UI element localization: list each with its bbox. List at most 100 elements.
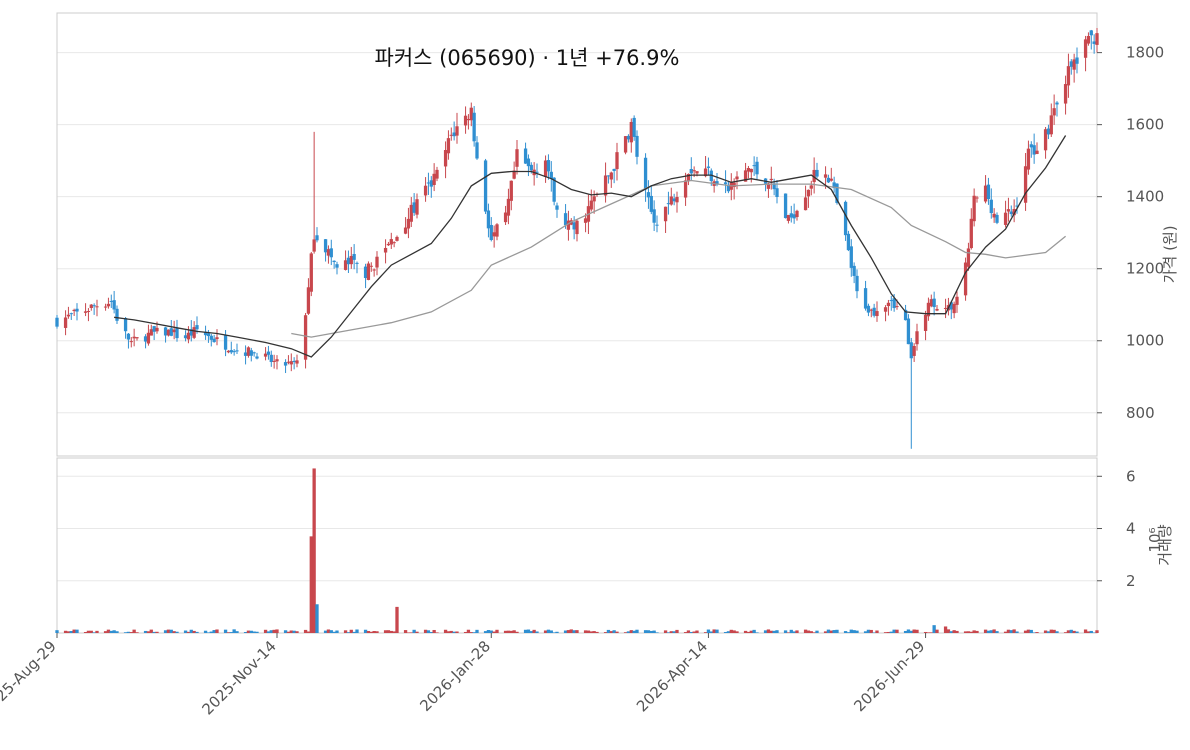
volume-bar	[675, 629, 679, 633]
candle-body	[572, 222, 576, 230]
volume-bar	[69, 631, 73, 633]
candle-body	[526, 158, 531, 167]
candle-body	[923, 314, 928, 331]
volume-bar	[266, 631, 271, 633]
candle-body	[329, 248, 333, 258]
candle-body	[315, 235, 319, 241]
volume-bar	[452, 631, 456, 633]
volume-bar	[703, 632, 708, 633]
volume-bar	[109, 630, 113, 633]
price-tick-label: 800	[1126, 404, 1155, 422]
volume-tick-label: 4	[1126, 520, 1136, 538]
volume-bar	[383, 630, 388, 633]
candle-body	[326, 249, 331, 256]
candle-body	[686, 173, 691, 182]
volume-bar	[243, 631, 248, 633]
volume-bar	[1023, 630, 1028, 633]
volume-bar	[1006, 629, 1011, 633]
candle-body	[163, 327, 168, 336]
candle-body	[286, 361, 291, 363]
volume-bar	[915, 629, 919, 633]
volume-bar	[843, 631, 848, 633]
volume-bar	[103, 631, 108, 633]
candle-body	[1095, 33, 1099, 45]
candle-body	[146, 332, 151, 344]
candle-body	[429, 180, 433, 187]
volume-bar	[346, 632, 351, 633]
volume-bar	[772, 630, 776, 633]
candle-body	[926, 302, 931, 317]
volume-bar	[1055, 631, 1059, 633]
candle-body	[649, 195, 653, 212]
volume-panel-frame	[56, 457, 1098, 634]
candle-body	[666, 203, 671, 205]
candle-body	[292, 360, 296, 363]
candle-body	[1012, 208, 1016, 216]
candle-body	[83, 311, 88, 313]
volume-bar	[252, 631, 256, 633]
candle-body	[809, 185, 813, 189]
candle-body	[869, 309, 873, 311]
candle-body	[843, 201, 848, 236]
volume-bar	[732, 630, 736, 633]
volume-bar	[329, 630, 333, 633]
volume-bar	[803, 629, 808, 633]
candle-body	[715, 181, 719, 185]
candle-body	[912, 345, 916, 356]
volume-bar	[1012, 629, 1016, 633]
candle-body	[563, 213, 568, 226]
volume-bar	[943, 626, 948, 633]
candle-body	[732, 182, 736, 188]
volume-bar	[172, 631, 176, 633]
volume-bar	[989, 630, 993, 633]
candle-body	[492, 232, 496, 237]
volume-bar	[163, 630, 168, 633]
candle-body	[1049, 115, 1053, 135]
volume-bar	[506, 630, 511, 633]
candle-body	[86, 310, 91, 312]
volume-bar	[775, 630, 779, 633]
volume-bar	[1075, 631, 1079, 633]
volume-bar	[369, 631, 373, 633]
volume-bar	[949, 631, 953, 633]
candle-body	[355, 262, 359, 264]
candle-body	[109, 300, 113, 302]
candle-body	[832, 182, 836, 189]
volume-bar	[975, 630, 979, 633]
x-tick-label: 2025-Nov-14	[199, 637, 280, 718]
candle-body	[183, 335, 188, 339]
volume-bar	[246, 630, 251, 633]
volume-bar	[655, 632, 659, 633]
candle-body	[783, 193, 788, 219]
volume-bar	[769, 630, 773, 633]
volume-bar	[689, 631, 693, 633]
volume-bar	[1009, 630, 1013, 633]
x-tick-label: 2025-Aug-29	[0, 637, 60, 718]
candle-body	[603, 175, 608, 196]
volume-bar	[926, 632, 931, 633]
candle-body	[155, 327, 159, 332]
candle-body	[952, 303, 956, 314]
volume-bar	[692, 631, 696, 633]
candle-body	[535, 171, 539, 173]
volume-bar	[446, 631, 451, 633]
candle-body	[406, 218, 411, 229]
volume-bar	[1069, 629, 1073, 633]
volume-bar	[672, 631, 676, 633]
volume-bar	[526, 629, 531, 633]
volume-bar	[995, 631, 999, 633]
candle-body	[349, 255, 353, 265]
candle-body	[792, 214, 796, 219]
candle-body	[723, 182, 728, 185]
candle-body	[992, 213, 996, 218]
candle-body	[883, 307, 888, 312]
candle-body	[249, 350, 253, 356]
volume-bar	[552, 632, 556, 633]
volume-bar	[1072, 630, 1076, 633]
candle-body	[66, 314, 71, 317]
volume-bar	[666, 632, 671, 633]
candle-body	[1006, 209, 1011, 212]
volume-bar	[86, 630, 91, 633]
volume-bar	[332, 631, 336, 633]
candle-body	[955, 296, 959, 305]
